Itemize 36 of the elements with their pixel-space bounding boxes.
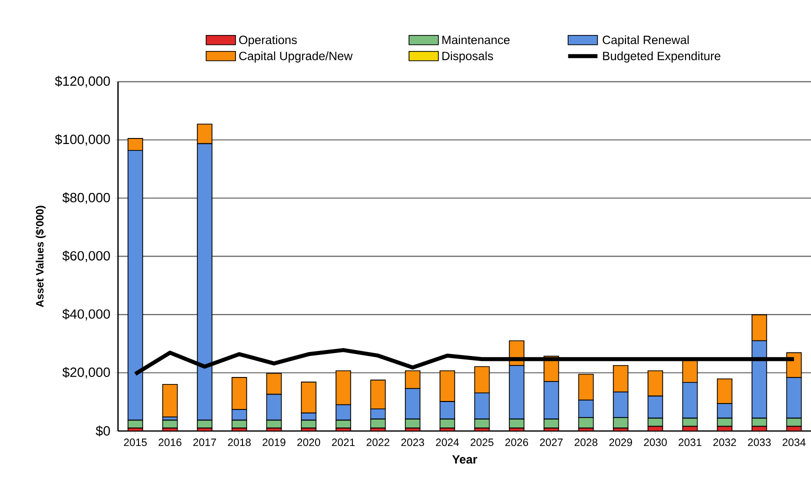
x-tick-label: 2029 <box>609 438 632 446</box>
y-tick-label: $40,000 <box>62 308 110 320</box>
x-tick-label: 2027 <box>540 438 563 446</box>
x-tick-label: 2022 <box>366 438 390 446</box>
y-axis-title: Asset Values ($'000) <box>36 206 46 308</box>
y-tick-label: $120,000 <box>54 76 110 88</box>
x-tick-label: 2026 <box>505 438 528 446</box>
x-tick-label: 2031 <box>678 438 702 446</box>
x-tick-label: 2018 <box>228 438 251 446</box>
y-tick-label: $80,000 <box>62 192 110 204</box>
y-tick-label: $0 <box>96 426 110 436</box>
x-tick-label: 2015 <box>124 438 147 446</box>
x-tick-label: 2030 <box>644 438 667 446</box>
x-axis-title: Year <box>452 455 478 464</box>
legend-label: Maintenance <box>442 35 510 44</box>
x-tick-label: 2019 <box>262 438 286 446</box>
x-tick-label: 2020 <box>297 438 320 446</box>
legend-label: Capital Upgrade/New <box>239 51 353 63</box>
legend-label: Capital Renewal <box>602 35 689 47</box>
x-tick-label: 2023 <box>401 438 424 446</box>
x-tick-label: 2024 <box>436 438 459 446</box>
x-tick-label: 2032 <box>713 438 736 446</box>
x-tick-label: 2016 <box>158 438 182 446</box>
x-tick-label: 2025 <box>470 438 494 446</box>
y-tick-label: $100,000 <box>54 134 110 146</box>
legend-label: Disposals <box>442 51 493 63</box>
y-tick-label: $20,000 <box>62 366 110 379</box>
x-tick-label: 2021 <box>332 438 355 446</box>
legend-label: Budgeted Expenditure <box>603 51 720 63</box>
bar <box>162 384 178 418</box>
x-tick-label: 2033 <box>748 438 771 446</box>
legend-label: Operations <box>239 35 297 47</box>
x-tick-label: 2034 <box>782 438 806 446</box>
x-tick-label: 2017 <box>193 438 216 446</box>
y-tick-label: $60,000 <box>62 250 110 262</box>
x-tick-label: 2028 <box>574 438 598 446</box>
